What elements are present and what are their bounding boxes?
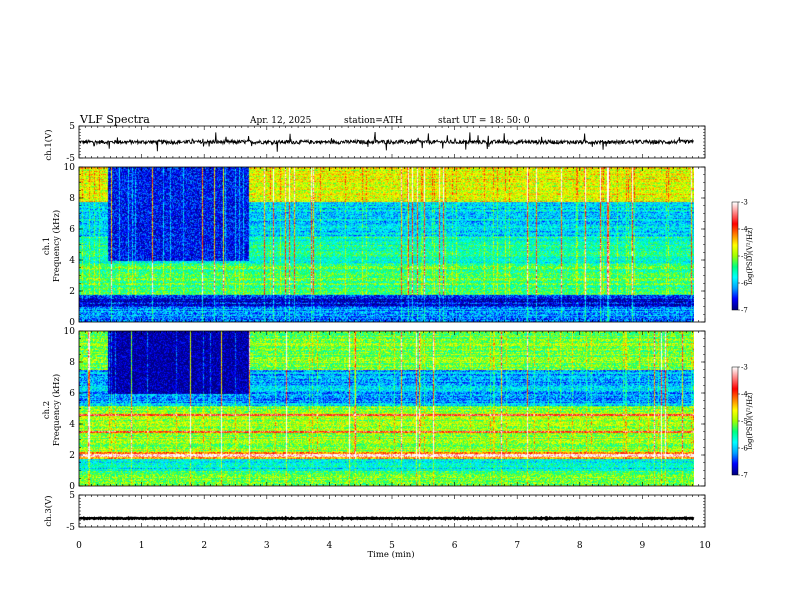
ch3-waveform-ylabel: ch.3(V): [43, 495, 54, 526]
station-label: station=ATH: [344, 116, 403, 126]
x-tick-label: 6: [452, 541, 458, 551]
colorbar-tick-label: -3: [741, 364, 748, 372]
ch1-waveform-panel: 5 -5: [66, 122, 706, 164]
plot-frame: [78, 494, 706, 528]
x-tick-label: 7: [514, 541, 520, 551]
waveform-trace: [78, 132, 694, 152]
y-tick-label: 0: [69, 482, 75, 492]
y-tick-label: -5: [66, 523, 75, 533]
colorbar-tick-label: -5: [741, 418, 748, 426]
colorbar-tick-label: -7: [741, 307, 748, 315]
ch2-spectrogram-ylabel-frequency: Frequency (kHz): [51, 374, 62, 446]
spectrogram-image: [79, 167, 694, 322]
y-tick-label: 2: [69, 451, 75, 461]
ch2-colorbar: -3 -4 -5 -6 -7 log(PSD)(V²/Hz): [731, 364, 754, 480]
ch2-spectrogram-ylabel-channel: ch.2: [42, 401, 52, 419]
y-tick-label: -5: [66, 154, 75, 164]
x-tick-label: 2: [201, 541, 207, 551]
waveform-trace: [78, 515, 695, 522]
x-tick-label: 9: [640, 541, 646, 551]
y-tick-label: 6: [69, 225, 75, 235]
ch1-spectrogram-panel: 0 2 4 6 8 10: [64, 163, 706, 328]
colorbar-label: log(PSD)(V²/Hz): [746, 392, 754, 449]
colorbar-gradient: [732, 367, 738, 475]
x-tick-label: 10: [699, 541, 711, 551]
date-label: Apr. 12, 2025: [249, 116, 312, 126]
colorbar-tick-label: -6: [741, 445, 748, 453]
y-tick-label: 10: [64, 163, 76, 173]
y-tick-label: 0: [69, 318, 75, 328]
x-tick-label: 5: [389, 541, 395, 551]
x-tick-label: 3: [264, 541, 270, 551]
colorbar-gradient: [732, 202, 738, 310]
ch1-colorbar: -3 -4 -5 -6 -7 log(PSD)(V²/Hz): [731, 199, 754, 315]
ch2-spectrogram-panel: 0 2 4 6 8 10: [64, 327, 706, 492]
x-tick-label: 8: [577, 541, 583, 551]
y-tick-label: 2: [69, 287, 75, 297]
x-tick-label: 0: [76, 541, 82, 551]
colorbar-tick-label: -3: [741, 199, 748, 207]
ch1-waveform-ylabel: ch.1(V): [43, 129, 54, 160]
colorbar-label: log(PSD)(V²/Hz): [746, 227, 754, 284]
colorbar-tick-label: -7: [741, 472, 748, 480]
spectrogram-image: [79, 331, 694, 486]
colorbar-tick-label: -5: [741, 253, 748, 261]
y-tick-label: 8: [69, 194, 75, 204]
colorbar-tick-label: -6: [741, 280, 748, 288]
y-tick-label: 10: [64, 327, 76, 337]
x-axis-label: Time (min): [367, 549, 414, 560]
colorbar-tick-label: -4: [741, 226, 748, 234]
y-tick-label: 5: [69, 122, 75, 132]
y-tick-label: 6: [69, 389, 75, 399]
x-tick-label: 4: [327, 541, 333, 551]
x-tick-label: 1: [139, 541, 145, 551]
ch1-spectrogram-ylabel-channel: ch.1: [42, 237, 52, 255]
ch1-spectrogram-ylabel-frequency: Frequency (kHz): [51, 210, 62, 282]
y-tick-label: 8: [69, 358, 75, 368]
ch3-waveform-panel: 5 -5: [66, 491, 706, 533]
colorbar-tick-label: -4: [741, 391, 748, 399]
figure-title: VLF Spectra: [79, 113, 150, 126]
start-ut-label: start UT = 18: 50: 0: [438, 116, 530, 126]
y-tick-label: 4: [69, 420, 75, 430]
y-tick-label: 5: [69, 491, 75, 501]
y-tick-label: 4: [69, 256, 75, 266]
